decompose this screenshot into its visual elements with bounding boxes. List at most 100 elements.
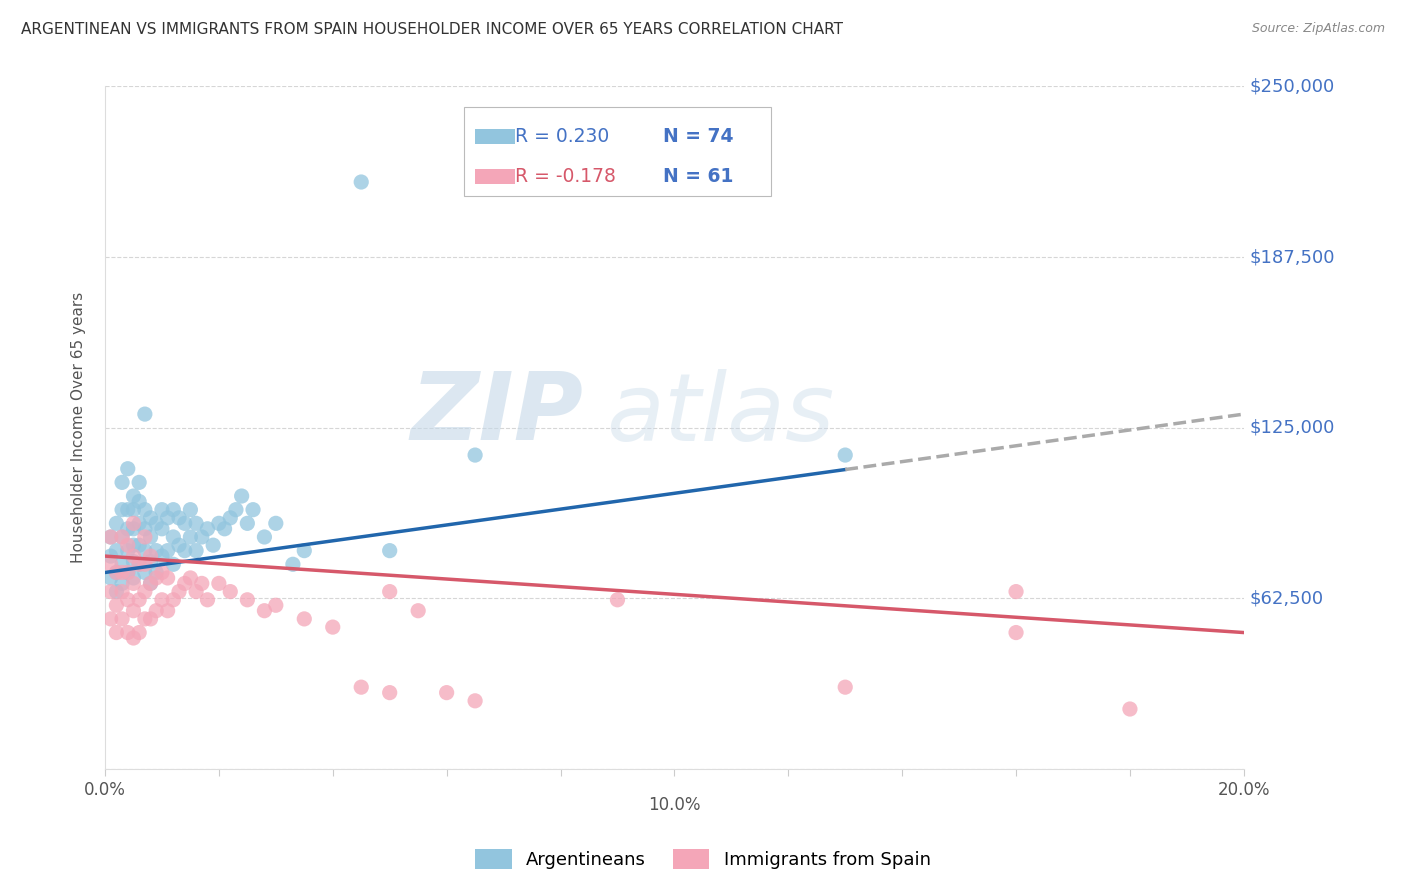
Point (105, 599, 128, 613)
Point (100, 584, 122, 599)
Point (122, 502, 145, 516)
Text: R = -0.178: R = -0.178 (515, 167, 616, 186)
Point (111, 502, 134, 516)
FancyBboxPatch shape (475, 169, 515, 184)
Point (145, 566, 167, 580)
Point (105, 625, 128, 640)
Text: ARGENTINEAN VS IMMIGRANTS FROM SPAIN HOUSEHOLDER INCOME OVER 65 YEARS CORRELATIO: ARGENTINEAN VS IMMIGRANTS FROM SPAIN HOU… (21, 22, 844, 37)
Point (184, 543, 207, 558)
Point (128, 558, 150, 572)
Point (128, 475, 150, 490)
Point (100, 549, 122, 563)
Point (156, 511, 179, 525)
Point (253, 530, 276, 544)
Point (197, 522, 219, 536)
Point (1119, 702, 1142, 716)
Point (162, 502, 184, 516)
Point (117, 625, 139, 640)
Point (139, 530, 162, 544)
Point (464, 448, 486, 462)
Point (150, 592, 173, 607)
Point (162, 592, 184, 607)
Point (162, 530, 184, 544)
Legend: Argentineans, Immigrants from Spain: Argentineans, Immigrants from Spain (467, 839, 939, 879)
Text: 10.0%: 10.0% (648, 797, 700, 814)
Text: ZIP: ZIP (411, 368, 583, 460)
Point (128, 538, 150, 552)
Point (139, 549, 162, 563)
Text: R = 0.230: R = 0.230 (515, 127, 609, 145)
Point (111, 612, 134, 626)
Point (111, 558, 134, 572)
Point (100, 530, 122, 544)
FancyBboxPatch shape (475, 128, 515, 144)
Point (100, 612, 122, 626)
Point (219, 511, 242, 525)
Point (184, 584, 207, 599)
Point (436, 685, 458, 699)
Point (156, 604, 179, 618)
Point (139, 612, 162, 626)
Point (134, 502, 156, 516)
Point (128, 625, 150, 640)
Point (134, 530, 156, 544)
Point (145, 604, 167, 618)
Text: $125,000: $125,000 (1250, 418, 1334, 437)
Point (350, 680, 373, 694)
Point (117, 522, 139, 536)
Point (128, 516, 150, 531)
Point (184, 516, 207, 531)
Text: Source: ZipAtlas.com: Source: ZipAtlas.com (1251, 22, 1385, 36)
Point (117, 502, 139, 516)
Point (350, 175, 373, 189)
Point (122, 555, 145, 569)
Point (150, 502, 173, 516)
Point (117, 592, 139, 607)
Point (128, 494, 150, 508)
Point (834, 680, 856, 694)
Point (117, 461, 139, 475)
Point (156, 571, 179, 585)
Point (122, 604, 145, 618)
Point (231, 489, 253, 503)
Point (179, 502, 201, 516)
Text: N = 74: N = 74 (664, 127, 734, 145)
Point (179, 571, 201, 585)
Point (173, 543, 195, 558)
Point (139, 555, 162, 569)
Point (105, 543, 128, 558)
Point (1005, 625, 1028, 640)
Point (117, 543, 139, 558)
Text: $250,000: $250,000 (1250, 78, 1334, 95)
Point (117, 566, 139, 580)
Point (122, 571, 145, 585)
Point (111, 475, 134, 490)
Point (264, 599, 287, 613)
Point (134, 612, 156, 626)
Point (150, 549, 173, 563)
Point (122, 489, 145, 503)
Point (117, 538, 139, 552)
Point (105, 516, 128, 531)
Point (167, 538, 190, 552)
Point (111, 584, 134, 599)
Point (134, 543, 156, 558)
Point (145, 571, 167, 585)
Point (378, 584, 401, 599)
Point (406, 604, 429, 618)
Point (208, 516, 231, 531)
Point (139, 576, 162, 591)
Point (281, 558, 304, 572)
Point (167, 511, 190, 525)
Point (105, 566, 128, 580)
Point (139, 511, 162, 525)
Point (236, 592, 259, 607)
Point (100, 571, 122, 585)
Point (225, 502, 247, 516)
Point (264, 516, 287, 531)
Point (167, 584, 190, 599)
Point (191, 530, 214, 544)
Point (122, 549, 145, 563)
Point (464, 694, 486, 708)
Point (202, 538, 225, 552)
